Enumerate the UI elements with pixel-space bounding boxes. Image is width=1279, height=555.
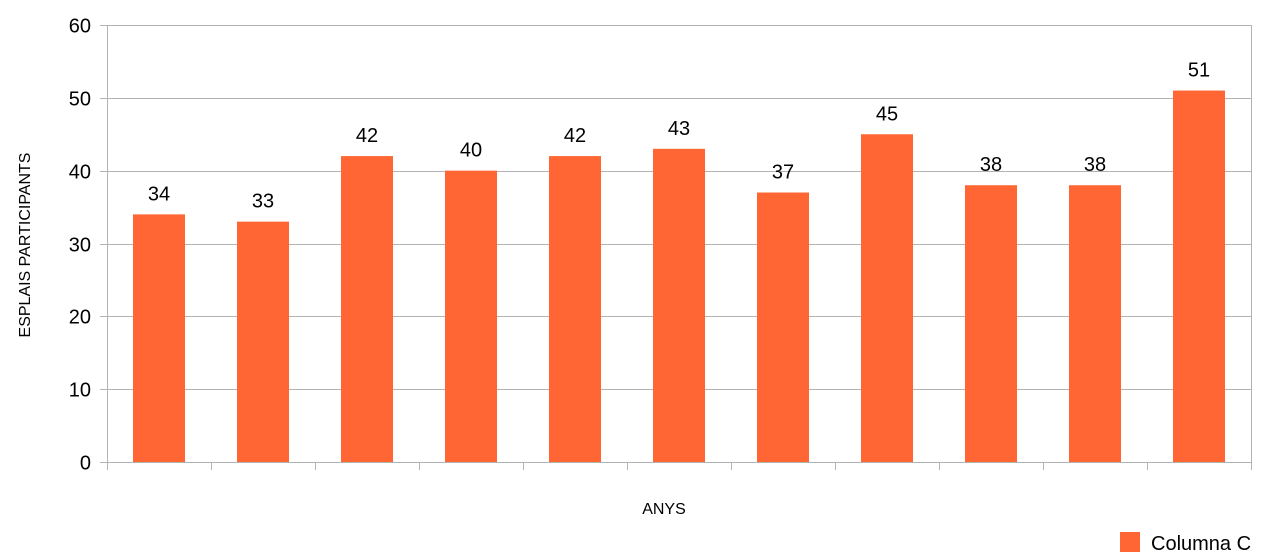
y-tick-label: 10	[69, 380, 91, 402]
data-label: 45	[876, 103, 898, 125]
data-label: 43	[668, 118, 690, 140]
data-label: 38	[980, 154, 1002, 176]
data-label: 42	[356, 125, 378, 147]
legend-swatch	[1120, 532, 1140, 552]
bar	[341, 156, 393, 462]
data-label: 33	[252, 191, 274, 213]
y-axis-title: ESPLAIS PARTICIPANTS	[17, 153, 34, 338]
y-tick-label: 60	[69, 16, 91, 38]
data-labels: 34 33 42 40 42 43 37 45 38 38 51	[148, 60, 1210, 213]
bar	[549, 156, 601, 462]
bar	[1069, 185, 1121, 462]
y-tick-labels: 0 10 20 30 40 50 60	[69, 16, 91, 475]
data-label: 51	[1188, 60, 1210, 82]
bars	[133, 90, 1225, 463]
y-tick-label: 50	[69, 89, 91, 111]
bar	[1173, 90, 1225, 463]
bar	[861, 134, 913, 462]
y-tick-label: 30	[69, 235, 91, 257]
bar	[237, 221, 289, 462]
y-tick-label: 40	[69, 162, 91, 184]
bar	[653, 148, 705, 463]
legend-label: Columna C	[1151, 533, 1251, 555]
data-label: 37	[772, 162, 794, 184]
legend: Columna C	[1120, 532, 1251, 555]
y-tick-label: 20	[69, 307, 91, 329]
axes	[100, 25, 1252, 470]
y-tick-label: 0	[80, 453, 91, 475]
bar	[133, 214, 185, 462]
bar	[445, 170, 497, 462]
data-label: 38	[1084, 154, 1106, 176]
data-label: 40	[460, 140, 482, 162]
bar	[757, 192, 809, 462]
data-label: 42	[564, 125, 586, 147]
bar	[965, 185, 1017, 462]
data-label: 34	[148, 183, 170, 205]
x-axis-title: ANYS	[642, 501, 686, 518]
